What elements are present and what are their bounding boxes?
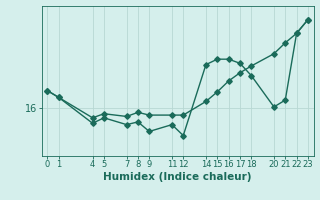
X-axis label: Humidex (Indice chaleur): Humidex (Indice chaleur) [103, 172, 252, 182]
